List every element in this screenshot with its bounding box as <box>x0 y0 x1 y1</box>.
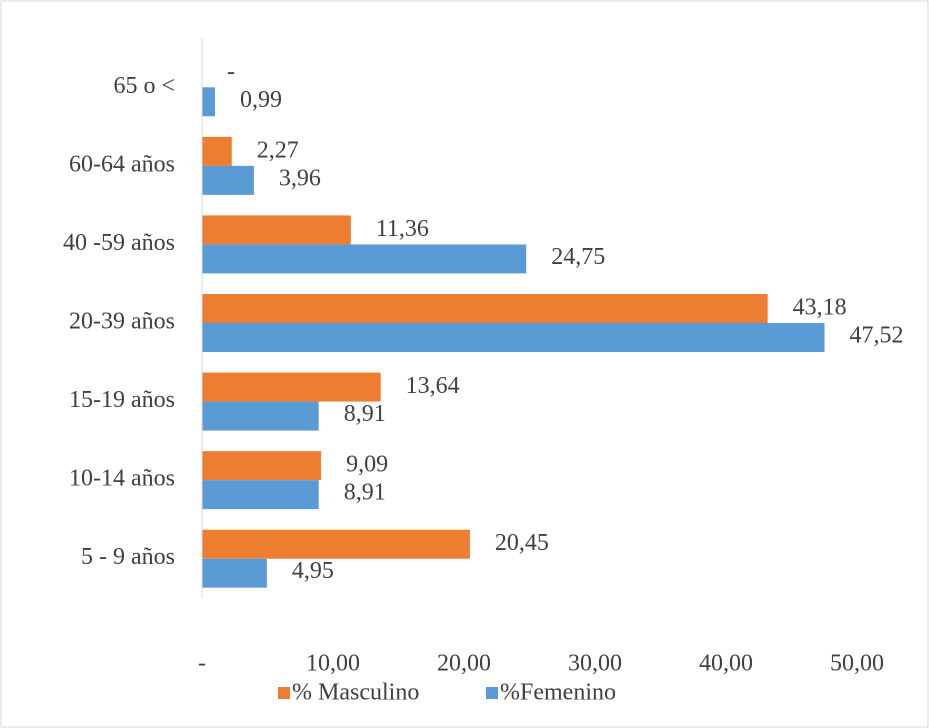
legend-swatch <box>486 687 498 699</box>
y-tick-label: 65 o < <box>113 73 175 99</box>
x-tick-label: 50,00 <box>830 651 884 677</box>
bar <box>202 372 381 402</box>
x-tick-label: 20,00 <box>437 651 491 677</box>
bar <box>202 558 267 588</box>
data-label: 4,95 <box>292 558 334 584</box>
y-tick-label: 10-14 años <box>69 466 175 492</box>
legend-label: % Masculino <box>292 680 419 706</box>
x-tick-label: 10,00 <box>306 651 360 677</box>
data-label: 8,91 <box>344 401 386 427</box>
data-label: 13,64 <box>406 373 460 399</box>
data-label: 9,09 <box>346 452 388 478</box>
y-tick-label: 5 - 9 años <box>81 544 175 570</box>
data-label: 20,45 <box>495 530 549 556</box>
x-tick-label: 40,00 <box>699 651 753 677</box>
bar <box>202 244 527 274</box>
bar <box>202 529 470 559</box>
y-tick-label: 15-19 años <box>69 387 175 413</box>
bar <box>202 401 319 431</box>
bar <box>202 165 254 195</box>
data-label: 3,96 <box>279 165 321 191</box>
y-tick-label: 20-39 años <box>69 309 175 335</box>
legend-label: %Femenino <box>500 680 616 706</box>
data-label: 2,27 <box>257 137 299 163</box>
bar <box>202 480 319 510</box>
bar <box>202 451 322 481</box>
data-label: 24,75 <box>551 244 605 270</box>
data-label: 0,99 <box>240 87 282 113</box>
y-tick-label: 60-64 años <box>69 151 175 177</box>
x-tick-label: - <box>198 651 206 677</box>
data-label: - <box>227 59 235 85</box>
data-label: 43,18 <box>793 295 847 321</box>
bar <box>202 87 215 117</box>
bar <box>202 136 232 166</box>
bar <box>202 294 768 323</box>
x-tick-label: 30,00 <box>568 651 622 677</box>
data-label: 11,36 <box>376 216 429 242</box>
bar <box>202 323 825 352</box>
legend-swatch <box>278 687 290 699</box>
y-tick-label: 40 -59 años <box>63 230 175 256</box>
bar <box>202 215 351 245</box>
data-label: 8,91 <box>344 480 386 506</box>
data-label: 47,52 <box>850 323 904 349</box>
